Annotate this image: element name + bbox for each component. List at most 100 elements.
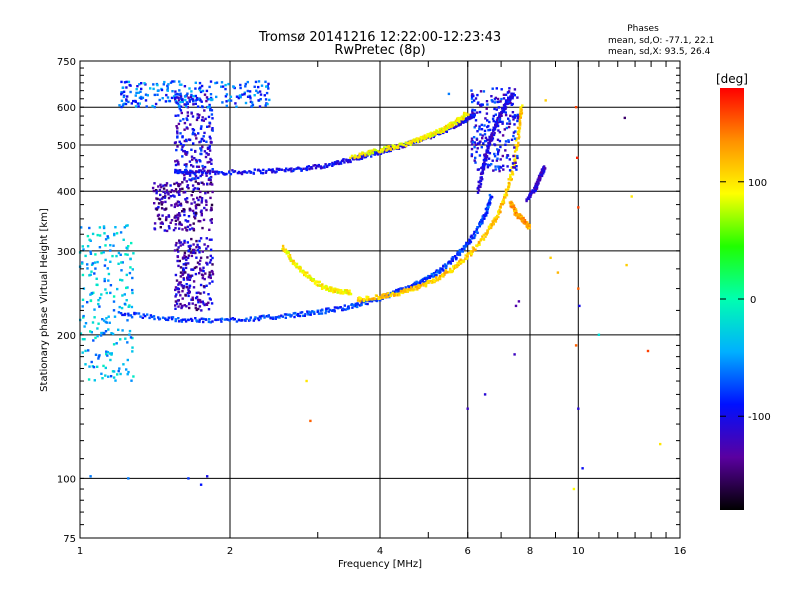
data-point [253, 85, 256, 88]
data-point [189, 274, 192, 277]
data-point [124, 102, 128, 106]
data-point [481, 221, 484, 225]
data-point [203, 109, 206, 112]
data-point [482, 142, 485, 145]
data-point [122, 95, 126, 99]
data-point [368, 298, 371, 301]
data-point [274, 317, 277, 320]
data-point [479, 238, 482, 241]
data-point [299, 270, 302, 273]
data-point [188, 160, 192, 163]
data-point [125, 368, 128, 371]
data-point [356, 299, 360, 302]
data-point [331, 289, 334, 292]
data-point [208, 125, 211, 128]
data-point [538, 179, 541, 182]
data-point [327, 310, 330, 313]
data-point [309, 313, 312, 316]
data-point [502, 110, 506, 113]
data-point [188, 178, 191, 181]
data-point [299, 311, 302, 314]
data-point [146, 313, 149, 316]
data-point [120, 93, 123, 96]
data-point [130, 305, 134, 309]
data-point [122, 90, 126, 93]
data-point [532, 190, 535, 193]
data-point [194, 177, 197, 180]
data-point [443, 272, 446, 275]
data-point [509, 97, 512, 101]
data-point [513, 114, 517, 117]
data-point [84, 322, 88, 325]
data-point [203, 206, 206, 210]
data-point [374, 297, 377, 301]
data-point [502, 164, 505, 167]
data-point [369, 299, 373, 303]
data-point [98, 234, 102, 237]
data-point [486, 138, 489, 142]
data-point [100, 251, 103, 255]
data-point [174, 319, 177, 323]
data-point [130, 241, 133, 245]
data-point [143, 82, 146, 85]
data-point [200, 201, 203, 204]
data-point [184, 320, 188, 323]
data-point [144, 314, 147, 318]
data-point [497, 150, 500, 153]
data-point [630, 195, 633, 198]
data-point [202, 269, 205, 273]
data-point [200, 309, 203, 312]
data-point [174, 160, 177, 163]
data-point [494, 165, 497, 168]
data-point [501, 154, 504, 158]
data-point [345, 289, 348, 292]
data-point [82, 314, 85, 318]
data-point [193, 215, 196, 218]
data-point [164, 218, 168, 222]
data-point [187, 262, 190, 265]
data-point [123, 302, 127, 306]
data-point [178, 83, 182, 86]
data-point [243, 318, 247, 322]
data-point [105, 350, 108, 353]
data-point [493, 131, 496, 135]
data-point [506, 122, 509, 125]
data-point [433, 130, 436, 134]
data-point [257, 318, 261, 322]
data-point [542, 170, 546, 173]
data-point [199, 90, 203, 94]
data-point [199, 127, 203, 130]
data-point [250, 104, 254, 108]
data-point [104, 288, 107, 291]
data-point [153, 105, 156, 109]
data-point [126, 373, 129, 376]
data-point [209, 80, 213, 83]
data-point [174, 168, 177, 172]
data-point [385, 296, 388, 299]
data-point [404, 288, 407, 291]
data-point [183, 318, 187, 321]
data-point [330, 288, 333, 292]
data-point [497, 129, 500, 132]
data-point [185, 286, 188, 289]
data-point [108, 352, 112, 355]
data-point [205, 89, 209, 93]
data-point [480, 146, 483, 149]
data-point [177, 250, 180, 253]
data-point [166, 96, 170, 99]
data-point [164, 200, 167, 204]
data-point [199, 195, 202, 199]
data-point [210, 162, 213, 165]
data-point [504, 93, 508, 96]
data-point [202, 139, 206, 142]
data-point [103, 264, 107, 267]
data-point [186, 111, 189, 114]
data-point [115, 254, 118, 258]
data-point [180, 148, 184, 151]
data-point [130, 102, 133, 105]
data-point [141, 96, 145, 99]
data-point [281, 244, 285, 248]
data-point [423, 135, 426, 139]
data-point [313, 282, 317, 285]
data-point [370, 155, 373, 158]
